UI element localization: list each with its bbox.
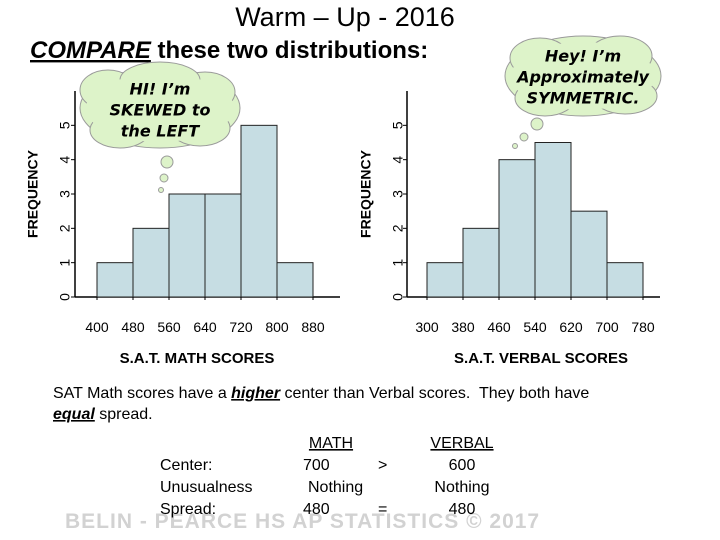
conclusion-emphasis: higher [231,385,281,402]
relation: = [378,501,387,518]
bar [240,124,278,298]
x-axis-label: S.A.T. MATH SCORES [120,350,275,367]
cloud-bubble [519,132,529,142]
x-tick-label: 880 [301,319,325,335]
row-label: Unusualness [160,479,253,496]
y-tick-label: 0 [57,293,73,301]
math-value: 480 [303,501,330,518]
y-axis-label: FREQUENCY [358,149,374,238]
conclusion-line: SAT Math scores have a higher center tha… [53,385,589,402]
bar [498,159,536,298]
math-value: Nothing [308,479,363,496]
x-tick-label: 460 [487,319,511,335]
bar [168,193,206,298]
annotation-line: SKEWED to [110,101,211,120]
cloud-bubble [158,187,164,193]
math-value: 700 [303,457,330,474]
footer: BELIN - PEARCE HS AP STATISTICS © 2017 [65,510,540,533]
y-tick-label: 3 [390,190,406,198]
subtitle-emphasis: COMPARE [30,37,152,64]
conclusion-text: center than Verbal scores. They both hav… [280,385,589,402]
row-label: Center: [160,457,212,474]
y-tick-label: 2 [57,224,73,232]
x-tick-label: 720 [229,319,253,335]
verbal-value: Nothing [434,479,489,496]
x-tick-label: 620 [559,319,583,335]
conclusion-line: equal spread. [53,406,153,423]
y-tick-label: 4 [390,156,406,164]
conclusion-text: spread. [95,406,153,423]
bar [132,227,170,298]
bar [534,142,572,298]
cloud-bubble [512,143,518,149]
y-tick-label: 1 [57,259,73,267]
cloud-bubble [159,173,169,183]
annotation-line: HI! I’m [130,80,191,99]
verbal-value: 480 [449,501,476,518]
verbal-value: 600 [449,457,476,474]
bar [462,227,500,298]
conclusion-emphasis: equal [53,406,95,423]
y-tick-label: 5 [57,121,73,129]
x-tick-label: 400 [85,319,109,335]
y-tick-label: 0 [390,293,406,301]
table-header: VERBAL [430,435,493,452]
subtitle-rest: these two distributions: [151,37,428,64]
relation: > [378,457,387,474]
thought-cloud-left [79,61,241,193]
summary-table: MATH VERBAL Center: 700 >600 Unusualness Nothi… [160,435,494,518]
x-tick-label: 300 [415,319,439,335]
row-label: Spread: [160,501,216,518]
y-tick-label: 4 [57,156,73,164]
annotation-line: Hey! I’m [545,47,621,66]
annotation-line: Approximately [515,68,649,87]
x-tick-label: 700 [595,319,619,335]
bar [606,262,644,298]
x-tick-label: 480 [121,319,145,335]
y-tick-label: 2 [390,224,406,232]
x-tick-label: 560 [157,319,181,335]
subtitle: COMPARE these two distributions: [30,37,428,64]
x-tick-label: 380 [451,319,475,335]
thought-cloud-right [504,35,662,149]
y-tick-label: 5 [390,121,406,129]
title: Warm – Up - 2016 [235,2,455,32]
x-tick-label: 780 [631,319,655,335]
y-tick-label: 1 [390,259,406,267]
x-tick-label: 800 [265,319,289,335]
cloud [86,74,234,142]
bar [426,262,464,298]
bar [276,262,314,298]
y-tick-label: 3 [57,190,73,198]
x-tick-label: 540 [523,319,547,335]
x-axis-label: S.A.T. VERBAL SCORES [454,350,628,367]
bar [570,210,608,298]
table-header: MATH [309,435,353,452]
bar [96,262,134,298]
conclusion-text: SAT Math scores have a [53,385,231,402]
y-axis-label: FREQUENCY [25,149,41,238]
x-tick-label: 640 [193,319,217,335]
cloud-bubble [530,117,544,131]
bar [204,193,242,298]
cloud-bubble [160,155,174,169]
annotations: HI! I’m SKEWED to the LEFT Hey! I’m Approxim… [110,47,650,141]
annotation-line: the LEFT [121,122,201,141]
cloud [511,42,655,110]
annotation-line: SYMMETRIC. [527,89,640,108]
